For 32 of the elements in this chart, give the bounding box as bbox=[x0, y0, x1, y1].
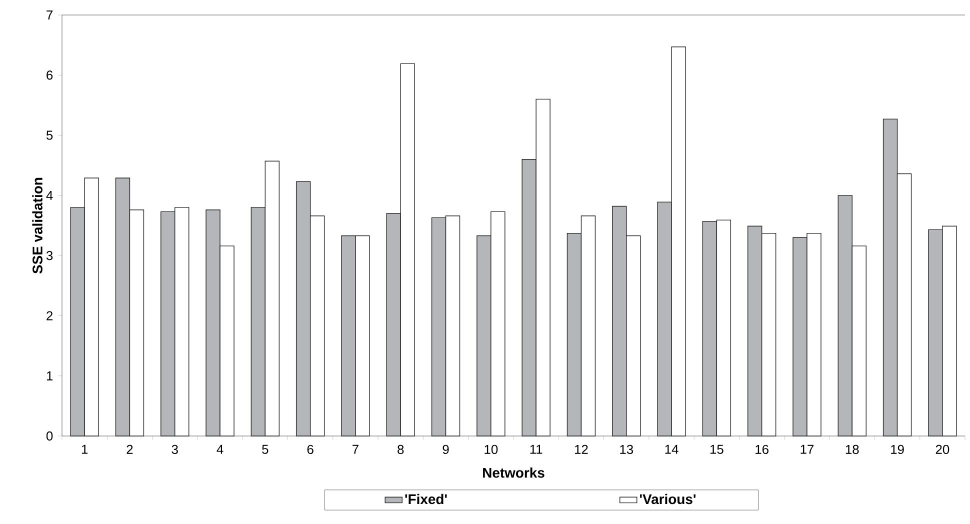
y-tick-label: 0 bbox=[46, 431, 53, 441]
y-tick-label: 1 bbox=[46, 371, 53, 380]
x-tick-label: 19 bbox=[891, 444, 904, 454]
x-tick-label: 9 bbox=[442, 444, 449, 454]
legend-label: 'Various' bbox=[640, 494, 696, 504]
y-axis-title: SSE validation bbox=[32, 178, 42, 274]
y-tick-label: 6 bbox=[46, 70, 53, 80]
y-tick-label: 7 bbox=[46, 10, 52, 20]
x-tick-label: 6 bbox=[307, 444, 314, 454]
x-tick-label: 3 bbox=[172, 444, 178, 454]
legend-label: 'Fixed' bbox=[405, 494, 447, 504]
x-tick-label: 17 bbox=[800, 444, 814, 454]
x-tick-label: 18 bbox=[846, 444, 859, 454]
x-tick-label: 12 bbox=[575, 444, 588, 454]
x-tick-label: 11 bbox=[530, 444, 542, 454]
y-tick-label: 3 bbox=[46, 250, 53, 260]
x-tick-label: 1 bbox=[82, 444, 88, 454]
x-tick-label: 15 bbox=[710, 444, 724, 454]
x-tick-label: 16 bbox=[756, 444, 768, 454]
x-tick-label: 10 bbox=[484, 444, 498, 454]
x-tick-label: 7 bbox=[352, 444, 358, 454]
x-tick-label: 20 bbox=[936, 444, 950, 454]
x-axis-title: Networks bbox=[483, 468, 544, 478]
y-tick-label: 2 bbox=[46, 311, 52, 320]
x-tick-label: 13 bbox=[620, 444, 634, 454]
y-tick-label: 5 bbox=[46, 130, 53, 140]
y-tick-label: 4 bbox=[46, 190, 53, 200]
x-tick-label: 8 bbox=[398, 444, 404, 454]
x-tick-label: 5 bbox=[262, 444, 268, 454]
x-tick-label: 4 bbox=[216, 444, 224, 454]
x-tick-label: 2 bbox=[126, 444, 133, 454]
x-tick-label: 14 bbox=[665, 444, 678, 454]
